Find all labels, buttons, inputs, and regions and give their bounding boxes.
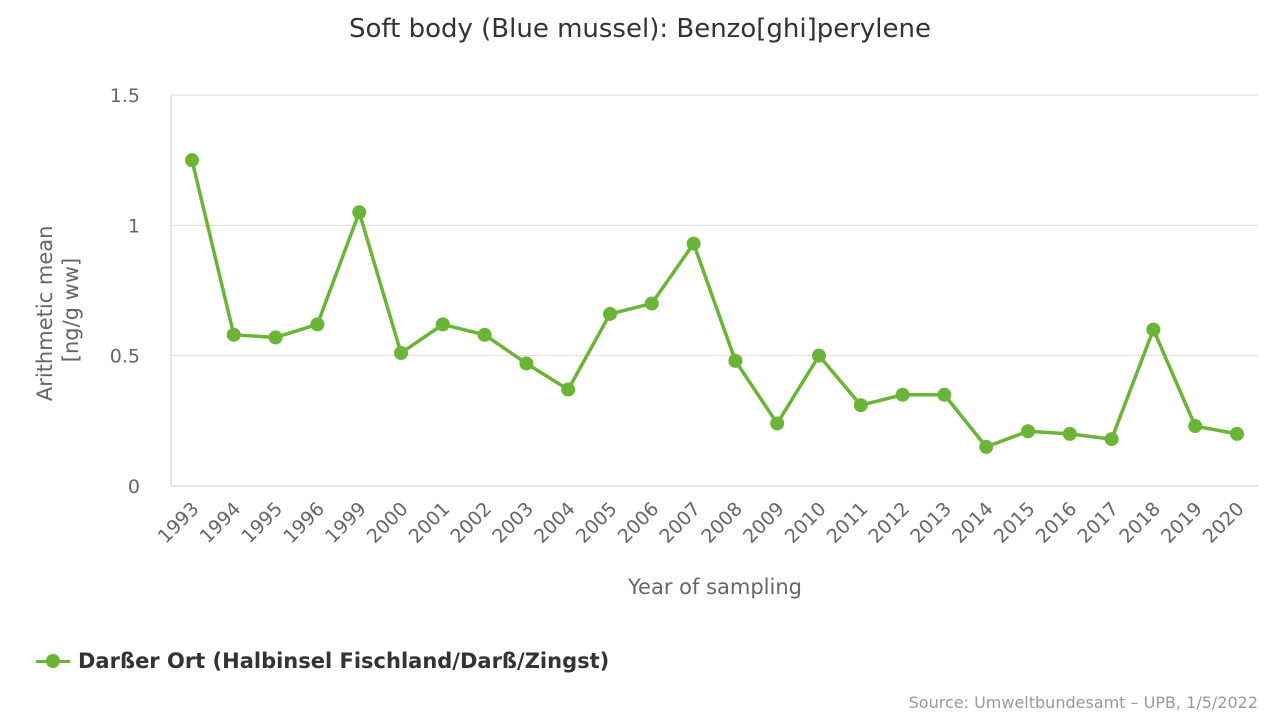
x-tick-label: 2015 [990, 498, 1040, 548]
data-point[interactable] [561, 382, 576, 397]
x-tick-label: 1999 [321, 498, 371, 548]
x-tick-label: 2001 [405, 498, 455, 548]
data-point[interactable] [1104, 432, 1119, 447]
source-credit: Source: Umweltbundesamt – UPB, 1/5/2022 [908, 693, 1258, 712]
data-point[interactable] [394, 346, 408, 361]
legend-label: Darßer Ort (Halbinsel Fischland/Darß/Zin… [78, 649, 610, 673]
y-axis-title: Arithmetic mean [ng/g ww] [33, 219, 83, 401]
legend-item[interactable]: Darßer Ort (Halbinsel Fischland/Darß/Zin… [36, 646, 609, 676]
x-tick-label: 2007 [655, 498, 705, 548]
data-point[interactable] [728, 353, 743, 368]
x-tick-label: 1995 [237, 498, 287, 548]
data-point[interactable] [812, 348, 826, 363]
y-tick-label: 0 [128, 476, 140, 498]
x-tick-labels: 1993199419951996199920002001200220032004… [154, 498, 1249, 548]
x-tick-label: 1996 [279, 498, 329, 548]
y-axis-title-line-1: Arithmetic mean [33, 226, 57, 402]
data-point[interactable] [1146, 322, 1161, 337]
x-tick-label: 2014 [948, 498, 998, 548]
x-tick-label: 2008 [697, 498, 747, 548]
y-tick-label: 1.5 [110, 85, 140, 107]
y-tick-label: 0.5 [110, 346, 140, 368]
gridlines [171, 94, 1258, 357]
series-line [190, 159, 1238, 449]
data-point[interactable] [435, 317, 450, 332]
data-point[interactable] [226, 327, 241, 342]
data-point[interactable] [1062, 426, 1077, 441]
x-tick-label: 2017 [1073, 498, 1123, 548]
chart-title: Soft body (Blue mussel): Benzo[ghi]peryl… [349, 14, 931, 44]
data-point[interactable] [519, 356, 534, 371]
data-point[interactable] [310, 317, 325, 332]
series-layer [185, 153, 1244, 454]
data-point[interactable] [853, 398, 868, 413]
x-tick-label: 2009 [739, 498, 789, 548]
data-point[interactable] [644, 296, 659, 311]
data-point[interactable] [1230, 426, 1244, 441]
data-point[interactable] [937, 387, 952, 402]
x-tick-label: 2002 [446, 498, 496, 548]
data-point[interactable] [1188, 419, 1203, 434]
x-tick-label: 1993 [154, 498, 204, 548]
data-point[interactable] [185, 153, 199, 168]
data-point[interactable] [686, 236, 701, 251]
x-tick-label: 2010 [781, 498, 831, 548]
data-point[interactable] [603, 306, 617, 321]
legend-marker-icon [36, 646, 70, 676]
data-point[interactable] [979, 439, 994, 454]
x-tick-label: 2013 [906, 498, 956, 548]
data-point[interactable] [352, 205, 367, 220]
x-tick-label: 2016 [1032, 498, 1082, 548]
data-point[interactable] [477, 327, 492, 342]
data-point[interactable] [1021, 424, 1035, 439]
x-tick-label: 2018 [1115, 498, 1165, 548]
y-axis-title-line-2: [ng/g ww] [59, 258, 83, 362]
y-tick-label: 1 [128, 215, 140, 237]
y-tick-labels: 0 0.5 1 1.5 [110, 85, 140, 498]
data-point[interactable] [268, 330, 283, 345]
x-tick-label: 2006 [614, 498, 664, 548]
x-tick-label: 2012 [864, 498, 914, 548]
x-tick-label: 2004 [530, 498, 580, 548]
x-tick-label: 2019 [1157, 498, 1207, 548]
x-tick-label: 2020 [1199, 498, 1249, 548]
x-tick-label: 1994 [196, 498, 246, 548]
x-tick-label: 2005 [572, 498, 622, 548]
data-point[interactable] [770, 416, 785, 431]
line-chart: 00.511.5 1993199419951996199920002001200… [33, 85, 1258, 599]
x-tick-label: 2000 [363, 498, 413, 548]
x-tick-label: 2011 [823, 498, 873, 548]
data-point[interactable] [895, 387, 910, 402]
x-axis-title: Year of sampling [627, 575, 802, 599]
x-tick-label: 2003 [488, 498, 538, 548]
